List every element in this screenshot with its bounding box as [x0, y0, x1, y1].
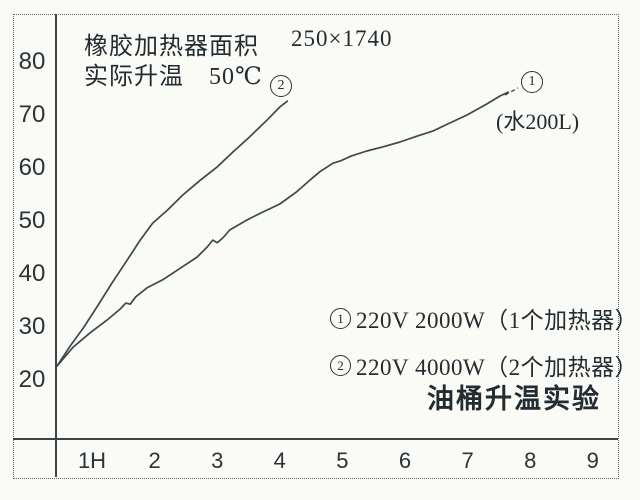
y-tick-label: 40 [18, 260, 46, 287]
curve-1-line [56, 91, 510, 368]
legend-item-1-label: 220V 2000W（1个加热器） [356, 308, 639, 333]
y-tick-label: 20 [18, 366, 46, 393]
x-tick-label: 9 [586, 448, 599, 473]
x-tick-label: 5 [336, 448, 349, 473]
legend-item-1-circled-number: 1 [330, 307, 351, 329]
y-tick-label: 50 [18, 207, 46, 234]
y-tick-label: 70 [18, 101, 46, 128]
y-tick-label: 60 [18, 154, 46, 181]
heater-area-value: 250×1740 [291, 26, 393, 51]
chart-border [13, 14, 619, 479]
y-axis-line [55, 14, 57, 477]
y-tick-label: 30 [18, 313, 46, 340]
curve1-water-note: (水200L) [496, 109, 580, 134]
actual-temp-rise-label: 实际升温 50℃ [84, 64, 263, 90]
x-axis-line [13, 438, 618, 440]
x-tick-label: 4 [273, 448, 286, 473]
curve2-circled-label: 2 [270, 75, 292, 97]
legend-item-1: 1 220V 2000W（1个加热器） [330, 301, 638, 335]
x-tick-label: 8 [524, 448, 537, 473]
chart-title: 油桶升温实验 [427, 384, 601, 414]
curve1-circled-label: 1 [521, 71, 543, 93]
legend: 1 220V 2000W（1个加热器） 2 220V 4000W（2个加热器） [330, 301, 638, 395]
curve-2-line [56, 100, 289, 368]
heater-area-label: 橡胶加热器面积 [84, 34, 259, 60]
legend-item-2-label: 220V 4000W（2个加热器） [356, 355, 639, 380]
curve1-label-leader-line [504, 87, 519, 96]
x-tick-label: 2 [148, 448, 161, 473]
x-tick-label: 1H [77, 448, 107, 473]
x-tick-label: 7 [461, 448, 474, 473]
x-tick-label: 3 [211, 448, 224, 473]
x-tick-label: 6 [398, 448, 412, 473]
y-tick-label: 80 [18, 48, 46, 75]
legend-item-2: 2 220V 4000W（2个加热器） [330, 348, 638, 382]
legend-item-2-circled-number: 2 [330, 354, 351, 376]
